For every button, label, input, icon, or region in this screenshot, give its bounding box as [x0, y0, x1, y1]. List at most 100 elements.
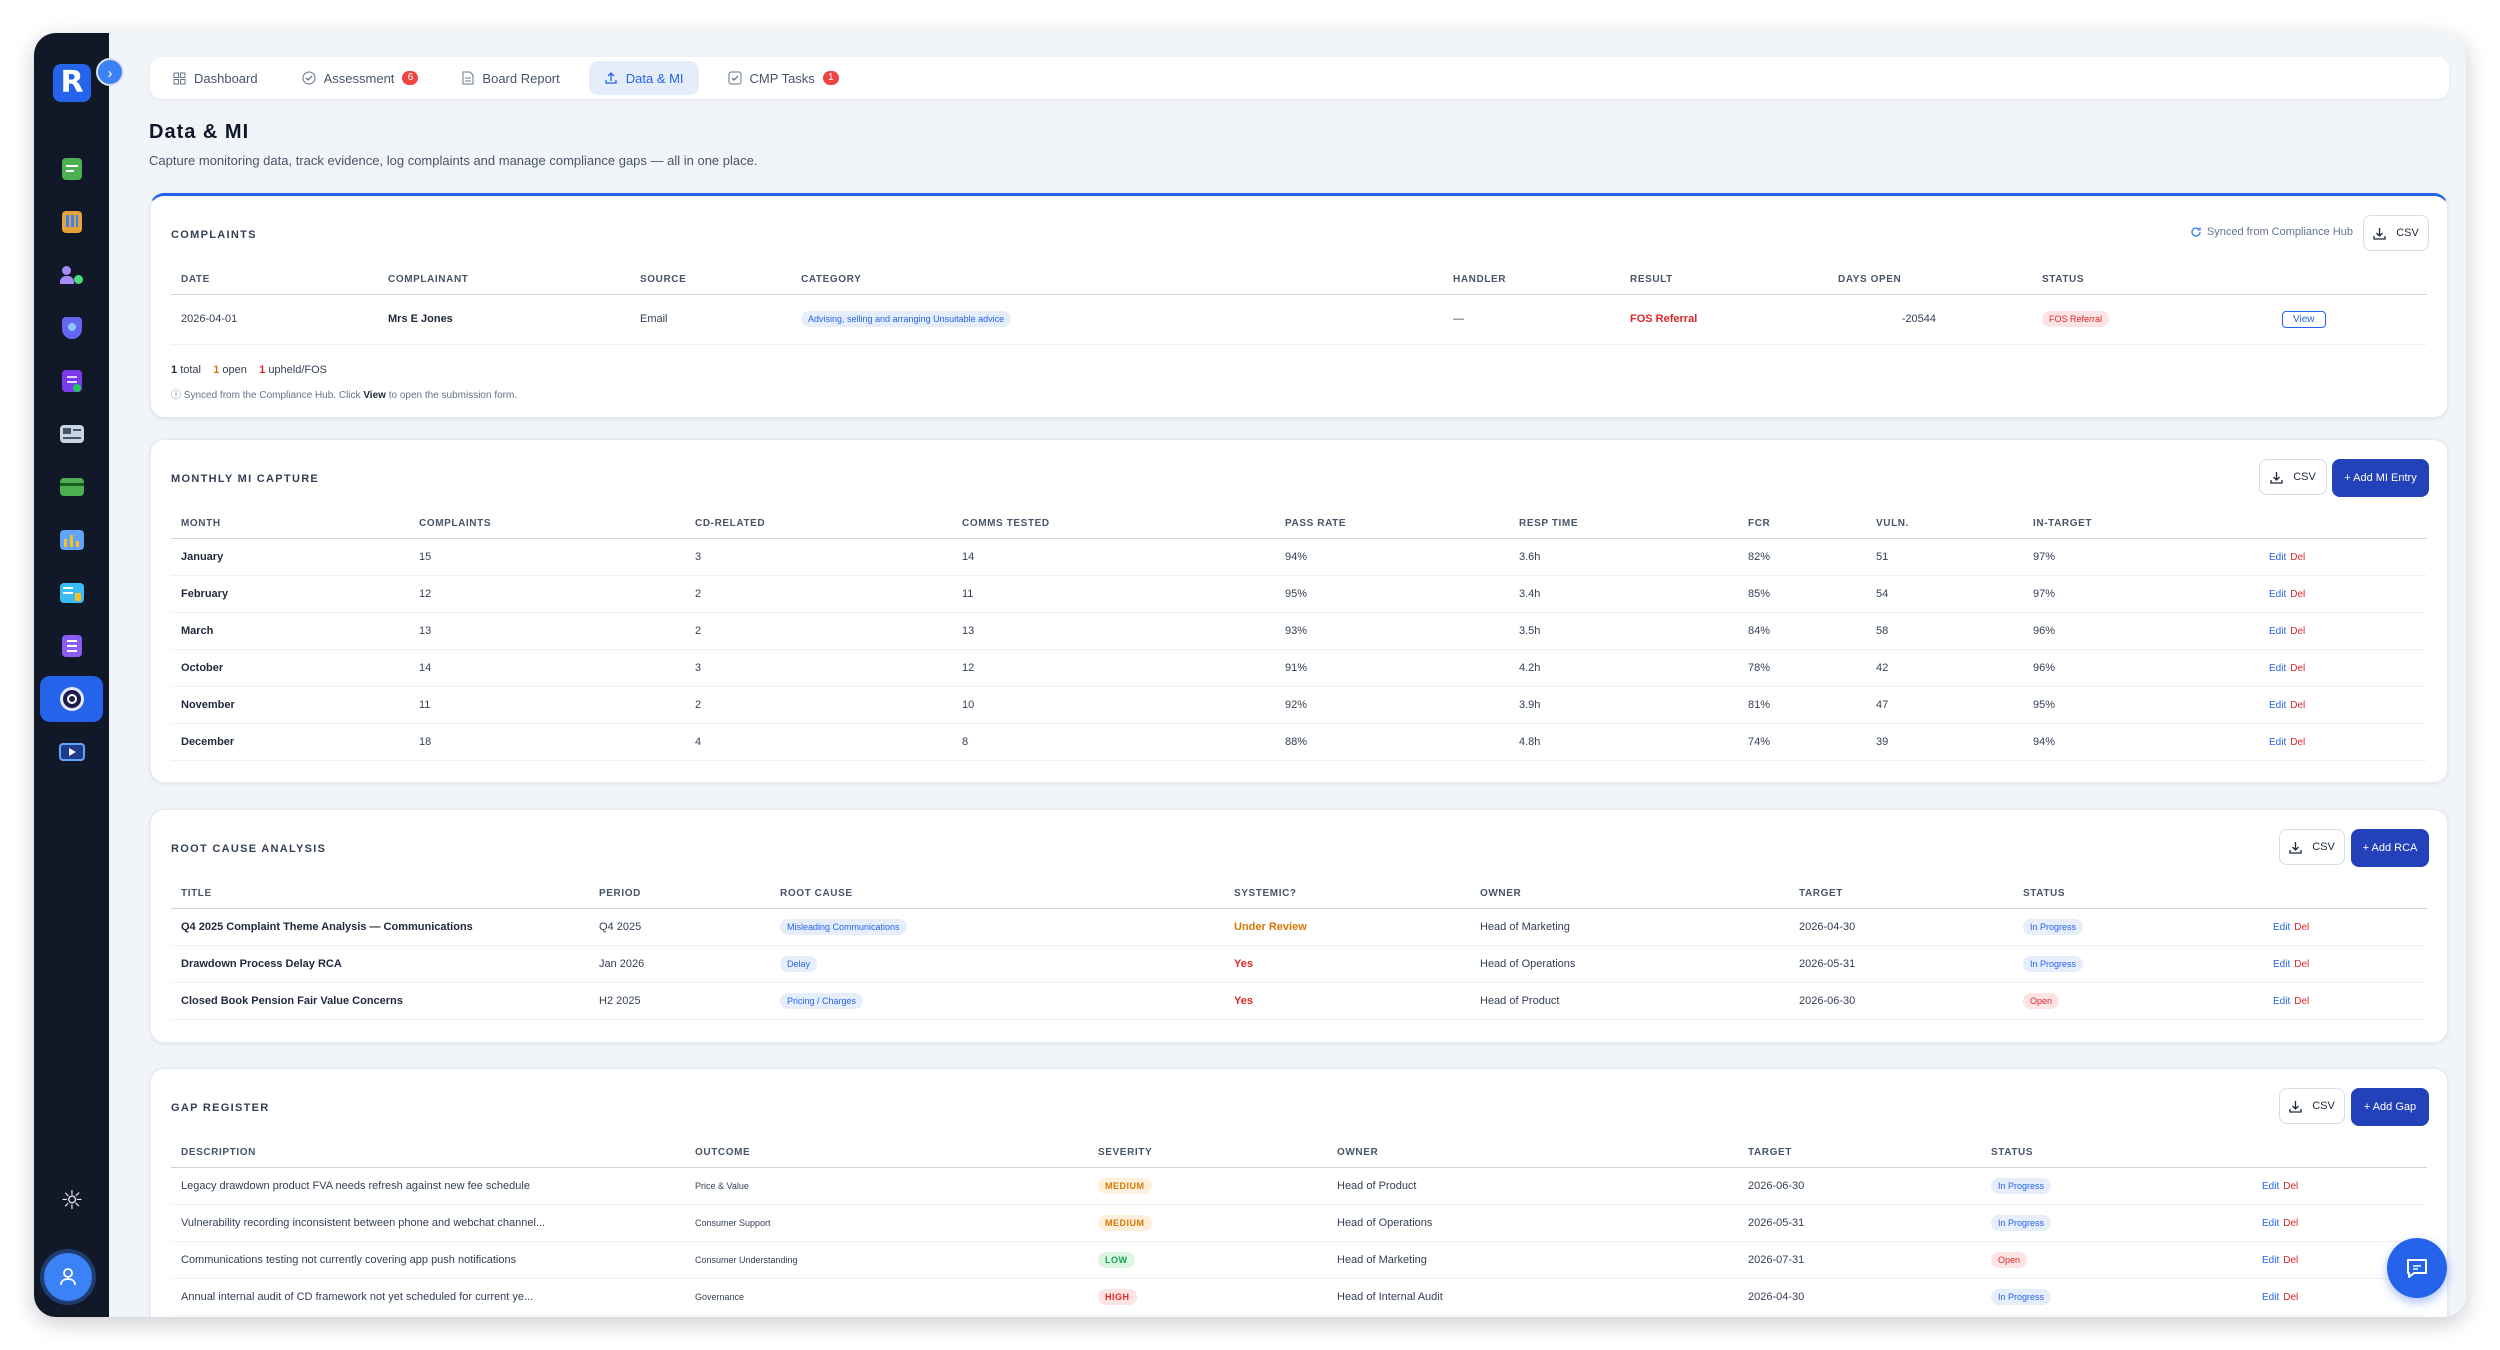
cell-outcome: Consumer Support	[685, 1204, 1088, 1242]
edit-link[interactable]: Edit	[2269, 699, 2287, 711]
chat-button[interactable]	[2387, 1238, 2447, 1298]
delete-link[interactable]: Del	[2290, 551, 2306, 563]
cell-root-cause: Delay	[770, 945, 1224, 983]
complaints-summary: 1 total 1 open 1 upheld/FOS	[171, 364, 328, 376]
sidebar-item-buildings[interactable]	[40, 199, 103, 245]
rca-csv-button[interactable]: CSV	[2279, 829, 2345, 865]
severity-badge: HIGH	[1098, 1288, 1137, 1305]
column-header: STATUS	[2013, 880, 2263, 909]
column-header: VULN.	[1866, 510, 2023, 539]
table-header-row: TITLE PERIOD ROOT CAUSE SYSTEMIC? OWNER …	[171, 880, 2427, 909]
gap-csv-button[interactable]: CSV	[2279, 1088, 2345, 1124]
rca-table: TITLE PERIOD ROOT CAUSE SYSTEMIC? OWNER …	[171, 880, 2427, 1020]
status-badge: In Progress	[1991, 1214, 2052, 1231]
tab-cmp-tasks[interactable]: CMP Tasks 1	[713, 61, 854, 95]
sidebar-item-shield[interactable]	[40, 305, 103, 351]
tab-assessment[interactable]: Assessment 6	[287, 61, 434, 95]
table-row: Legacy drawdown product FVA needs refres…	[171, 1167, 2427, 1205]
card-title: MONTHLY MI CAPTURE	[171, 473, 320, 485]
cell-actions: Edit Del	[2263, 982, 2427, 1020]
sidebar-item-news[interactable]	[40, 411, 103, 457]
delete-link[interactable]: Del	[2294, 921, 2310, 933]
column-header	[2252, 1139, 2427, 1168]
column-header	[2263, 880, 2427, 909]
edit-link[interactable]: Edit	[2269, 662, 2287, 674]
edit-link[interactable]: Edit	[2262, 1254, 2280, 1266]
cell-status: In Progress	[2013, 945, 2263, 983]
add-mi-entry-button[interactable]: + Add MI Entry	[2332, 459, 2429, 497]
sidebar-expand-button[interactable]: ›	[96, 58, 124, 86]
cell-severity: HIGH	[1088, 1278, 1327, 1316]
edit-link[interactable]: Edit	[2269, 588, 2287, 600]
tab-data-mi[interactable]: Data & MI	[588, 61, 699, 95]
sun-icon[interactable]: ☼	[60, 1186, 84, 1216]
tab-board-report[interactable]: Board Report	[447, 61, 574, 95]
delete-link[interactable]: Del	[2283, 1254, 2299, 1266]
sidebar-item-list[interactable]	[40, 623, 103, 669]
card-title: ROOT CAUSE ANALYSIS	[171, 843, 327, 855]
edit-link[interactable]: Edit	[2269, 551, 2287, 563]
tab-dashboard[interactable]: Dashboard	[158, 61, 273, 95]
upload-icon	[605, 72, 617, 84]
sidebar-item-data-mi[interactable]	[40, 676, 103, 722]
sidebar-item-clipboard[interactable]	[40, 358, 103, 404]
table-row: Vulnerability recording inconsistent bet…	[171, 1204, 2427, 1242]
delete-link[interactable]: Del	[2290, 625, 2306, 637]
delete-link[interactable]: Del	[2290, 662, 2306, 674]
mi-csv-button[interactable]: CSV	[2259, 459, 2327, 495]
cell-period: Q4 2025	[589, 908, 770, 946]
sidebar-item-users[interactable]	[40, 252, 103, 298]
delete-link[interactable]: Del	[2283, 1291, 2299, 1303]
delete-link[interactable]: Del	[2290, 588, 2306, 600]
sidebar-item-analytics[interactable]	[40, 517, 103, 563]
delete-link[interactable]: Del	[2290, 736, 2306, 748]
sidebar-item-notes[interactable]	[40, 146, 103, 192]
view-button[interactable]: View	[2282, 310, 2326, 328]
app-logo[interactable]: R	[53, 64, 91, 102]
building-icon	[61, 211, 82, 233]
status-badge: In Progress	[1991, 1177, 2052, 1194]
sidebar-item-card[interactable]	[40, 464, 103, 510]
delete-link[interactable]: Del	[2283, 1217, 2299, 1229]
tab-bar: Dashboard Assessment 6 Board Report Data…	[150, 57, 2449, 99]
add-rca-button[interactable]: + Add RCA	[2351, 829, 2429, 867]
edit-link[interactable]: Edit	[2273, 958, 2291, 970]
delete-link[interactable]: Del	[2294, 958, 2310, 970]
user-avatar[interactable]	[44, 1253, 92, 1301]
column-header: HANDLER	[1443, 266, 1620, 295]
edit-link[interactable]: Edit	[2273, 921, 2291, 933]
delete-link[interactable]: Del	[2294, 995, 2310, 1007]
delete-link[interactable]: Del	[2290, 699, 2306, 711]
cell: 12	[952, 649, 1275, 687]
edit-link[interactable]: Edit	[2262, 1291, 2280, 1303]
cell-target: 2026-05-31	[1789, 945, 2013, 983]
edit-link[interactable]: Edit	[2269, 736, 2287, 748]
complaints-table: DATE COMPLAINANT SOURCE CATEGORY HANDLER…	[171, 266, 2427, 345]
tab-label: Data & MI	[625, 70, 684, 86]
cell-status: In Progress	[1981, 1167, 2252, 1205]
cell-owner: Head of Product	[1470, 982, 1789, 1020]
edit-link[interactable]: Edit	[2273, 995, 2291, 1007]
cell-status: Open	[2013, 982, 2263, 1020]
edit-link[interactable]: Edit	[2262, 1180, 2280, 1192]
column-header: RESULT	[1620, 266, 1828, 295]
edit-link[interactable]: Edit	[2269, 625, 2287, 637]
table-row: Annual internal audit of CD framework no…	[171, 1278, 2427, 1316]
cell-owner: Head of Internal Audit	[1327, 1278, 1738, 1316]
cell-month: December	[171, 723, 409, 761]
complaints-csv-button[interactable]: CSV	[2363, 215, 2429, 251]
sidebar-item-presentation[interactable]	[40, 729, 103, 775]
cell: 58	[1866, 612, 2023, 650]
column-header: COMPLAINANT	[378, 266, 630, 295]
status-badge: Open	[2023, 992, 2060, 1009]
add-gap-button[interactable]: + Add Gap	[2351, 1088, 2429, 1126]
column-header: DESCRIPTION	[171, 1139, 685, 1168]
cell-status: Open	[1981, 1241, 2252, 1279]
column-header: PASS RATE	[1275, 510, 1509, 539]
presentation-icon	[58, 743, 85, 761]
root-cause-pill: Misleading Communications	[780, 918, 907, 935]
cell: 3	[685, 538, 952, 576]
delete-link[interactable]: Del	[2283, 1180, 2299, 1192]
sidebar-item-report[interactable]	[40, 570, 103, 616]
edit-link[interactable]: Edit	[2262, 1217, 2280, 1229]
